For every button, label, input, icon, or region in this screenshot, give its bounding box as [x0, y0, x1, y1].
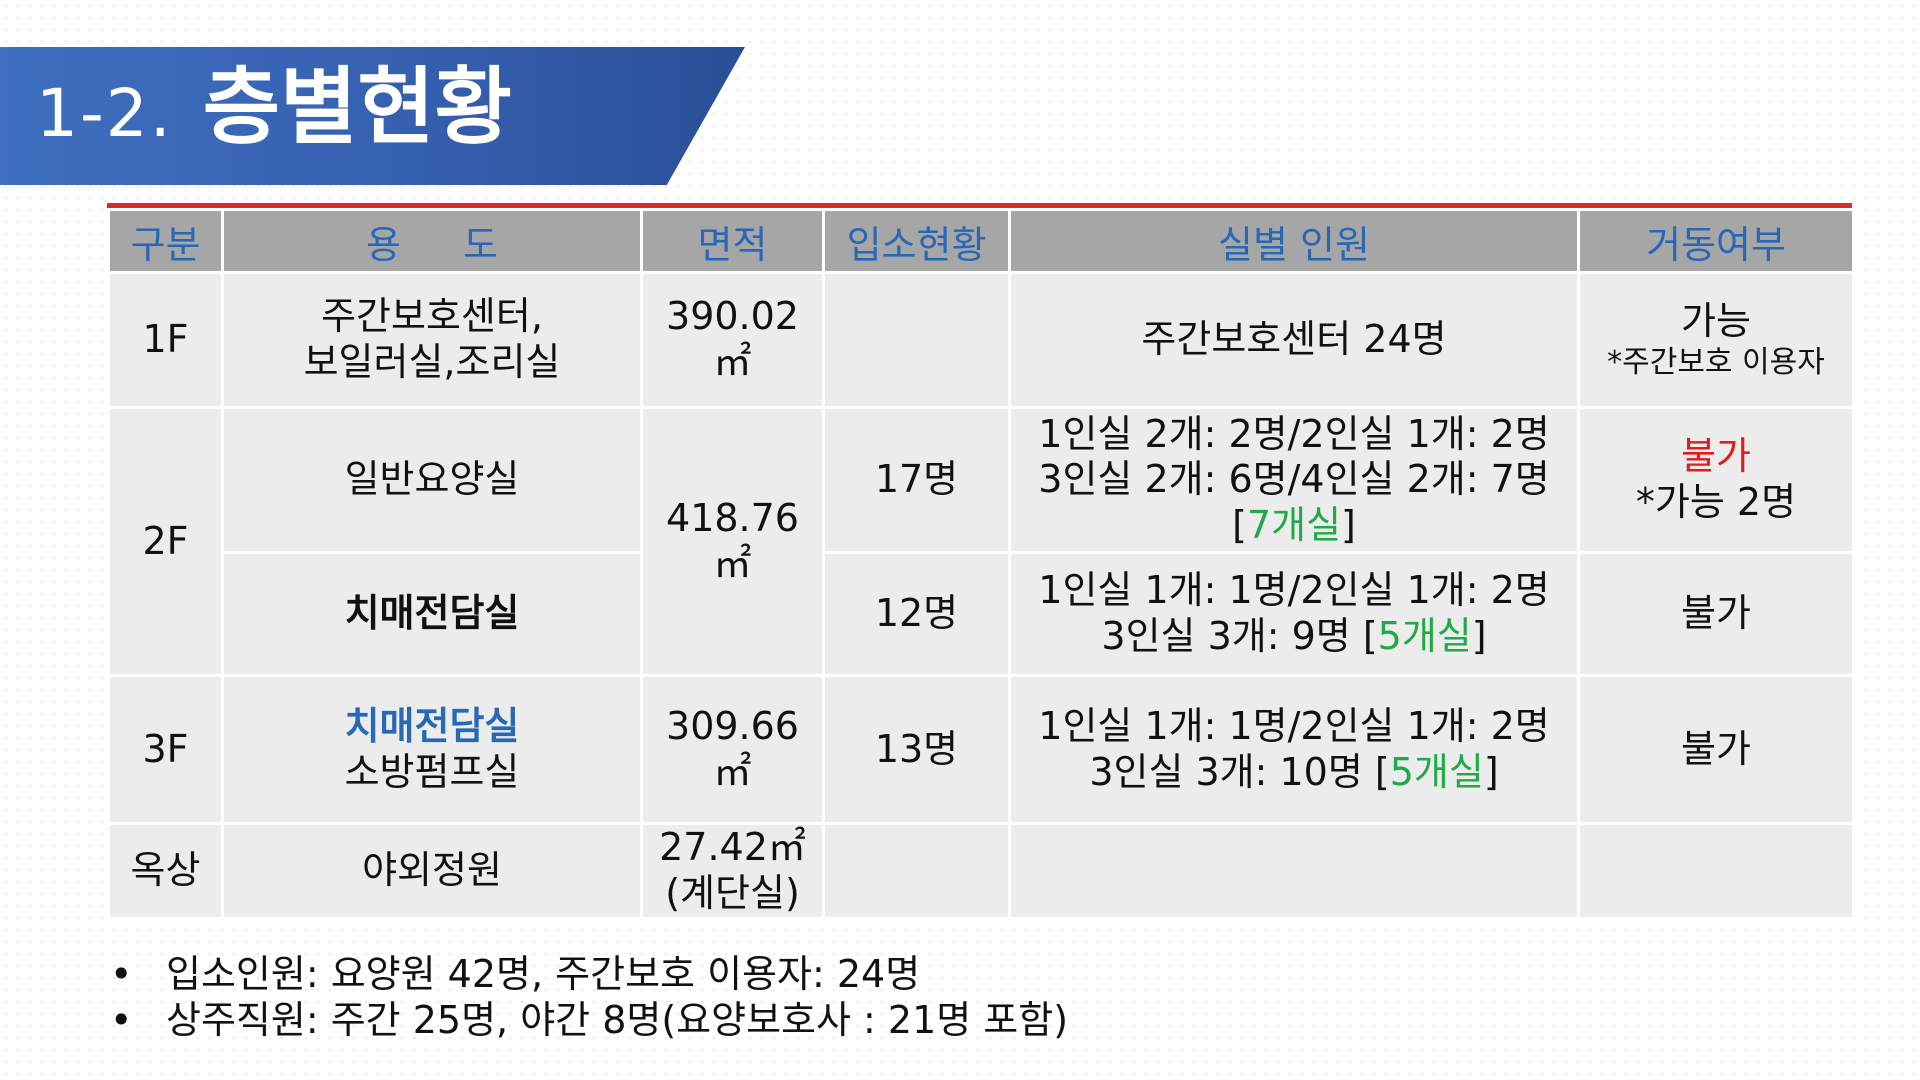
- note-item: • 입소인원: 요양원 42명, 주간보호 이용자: 24명: [110, 952, 1068, 998]
- rooms-line: 1인실 1개: 1명/2인실 1개: 2명: [1038, 568, 1550, 613]
- area-note: (계단실): [665, 871, 800, 915]
- rooms-cell: [1008, 822, 1580, 920]
- mobility-note: *주간보호 이용자: [1607, 344, 1825, 380]
- bracket: [: [1232, 502, 1247, 547]
- floor-status-table: 구분 용 도 면적 입소현황 실별 인원 거동여부 1F 주간보호센터, 보일러…: [107, 208, 1855, 920]
- table-row-1f: 1F 주간보호센터, 보일러실,조리실 390.02㎡ 주간보호센터 24명 가…: [107, 271, 1855, 409]
- rooms-cell: 1인실 1개: 1명/2인실 1개: 2명 3인실 3개: 10명 [5개실]: [1008, 674, 1580, 825]
- header-residents: 입소현황: [822, 208, 1011, 274]
- note-text: 입소인원: 요양원 42명, 주간보호 이용자: 24명: [166, 952, 921, 996]
- bracket: ]: [1471, 614, 1487, 658]
- table-row-3f: 3F 치매전담실 소방펌프실 309.66㎡ 13명 1인실 1개: 1명/2인…: [107, 674, 1855, 825]
- rooms-line: 3인실 3개: 10명 [5개실]: [1017, 750, 1571, 796]
- area-value: 27.42㎡: [659, 825, 806, 870]
- table-header-row: 구분 용 도 면적 입소현황 실별 인원 거동여부: [107, 208, 1855, 274]
- rooms-line: 3인실 2개: 6명/4인실 2개: 7명: [1038, 457, 1550, 502]
- mobility-cell: 불가: [1577, 674, 1855, 825]
- rooms-cell: 주간보호센터 24명: [1008, 271, 1580, 409]
- mobility-cell: 가능 *주간보호 이용자: [1577, 271, 1855, 409]
- rooms-line: 1인실 2개: 2명/2인실 1개: 2명: [1038, 411, 1550, 456]
- note-text: 상주직원: 주간 25명, 야간 8명(요양보호사 : 21명 포함): [166, 997, 1069, 1042]
- header-room-occupancy: 실별 인원: [1008, 208, 1580, 274]
- room-count: 5개실: [1377, 614, 1472, 658]
- use-line: 소방펌프실: [344, 749, 520, 794]
- use-cell: 치매전담실 소방펌프실: [221, 674, 643, 825]
- header-floor: 구분: [107, 208, 224, 274]
- mobility-status: 가능: [1681, 299, 1751, 344]
- floor-cell: 옥상: [107, 822, 224, 920]
- header-area: 면적: [640, 208, 825, 274]
- use-line-highlight: 치매전담실: [344, 703, 520, 748]
- use-cell: 치매전담실: [221, 551, 643, 677]
- notes-list: • 입소인원: 요양원 42명, 주간보호 이용자: 24명 • 상주직원: 주간 …: [110, 952, 1068, 1043]
- residents-cell: [822, 271, 1011, 409]
- floor-cell: 3F: [107, 674, 224, 825]
- rooms-cell: 1인실 1개: 1명/2인실 1개: 2명 3인실 3개: 9명 [5개실]: [1008, 551, 1580, 677]
- floor-cell: 1F: [107, 271, 224, 409]
- floor-cell: 2F: [107, 406, 224, 677]
- bullet-icon: •: [110, 952, 133, 996]
- note-item: • 상주직원: 주간 25명, 야간 8명(요양보호사 : 21명 포함): [110, 998, 1068, 1044]
- use-cell: 주간보호센터, 보일러실,조리실: [221, 271, 643, 409]
- header-mobility: 거동여부: [1577, 208, 1855, 274]
- residents-cell: 17명: [822, 406, 1011, 554]
- use-cell: 일반요양실: [221, 406, 643, 554]
- table-row-2f-general: 2F 일반요양실 418.76㎡ 17명 1인실 2개: 2명/2인실 1개: …: [107, 406, 1855, 677]
- table-row-2f-dementia: 치매전담실 12명 1인실 1개: 1명/2인실 1개: 2명 3인실 3개: …: [109, 551, 1855, 677]
- section-number: 1-2.: [36, 75, 173, 152]
- page-title: 1-2. 층별현황: [36, 40, 512, 156]
- use-line: 보일러실,조리실: [303, 340, 561, 384]
- rooms-line: [7개실]: [1017, 503, 1571, 549]
- rooms-cell: 1인실 2개: 2명/2인실 1개: 2명 3인실 2개: 6명/4인실 2개:…: [1008, 406, 1580, 554]
- area-cell: 418.76㎡: [640, 406, 825, 677]
- section-title: 층별현황: [202, 58, 512, 156]
- mobility-cell: 불가: [1577, 551, 1855, 677]
- residents-cell: [822, 822, 1011, 920]
- rooms-text: 3인실 3개: 10명 [: [1089, 749, 1390, 794]
- area-cell: 309.66㎡: [640, 674, 825, 825]
- mobility-note: *가능 2명: [1635, 480, 1797, 524]
- residents-cell: 13명: [822, 674, 1011, 825]
- mobility-status: 불가: [1681, 434, 1751, 479]
- header-use: 용 도: [221, 208, 643, 274]
- rooms-line: 1인실 1개: 1명/2인실 1개: 2명: [1038, 703, 1550, 748]
- room-count: 5개실: [1389, 749, 1484, 794]
- table-row-roof: 옥상 야외정원 27.42㎡ (계단실): [107, 822, 1855, 920]
- room-count: 7개실: [1246, 502, 1342, 547]
- area-cell: 27.42㎡ (계단실): [640, 822, 825, 920]
- title-banner: [0, 47, 745, 185]
- residents-cell: 12명: [822, 551, 1011, 677]
- use-line: 주간보호센터,: [321, 294, 543, 339]
- area-cell: 390.02㎡: [640, 271, 825, 409]
- rooms-line: 3인실 3개: 9명 [5개실]: [1017, 614, 1571, 660]
- bullet-icon: •: [110, 997, 133, 1042]
- use-cell: 야외정원: [221, 822, 643, 920]
- mobility-cell: 불가 *가능 2명: [1577, 406, 1855, 554]
- bracket: ]: [1483, 749, 1499, 794]
- header-divider: [107, 203, 1852, 208]
- rooms-text: 3인실 3개: 9명 [: [1101, 614, 1378, 658]
- bracket: ]: [1341, 502, 1356, 547]
- mobility-cell: [1577, 822, 1855, 920]
